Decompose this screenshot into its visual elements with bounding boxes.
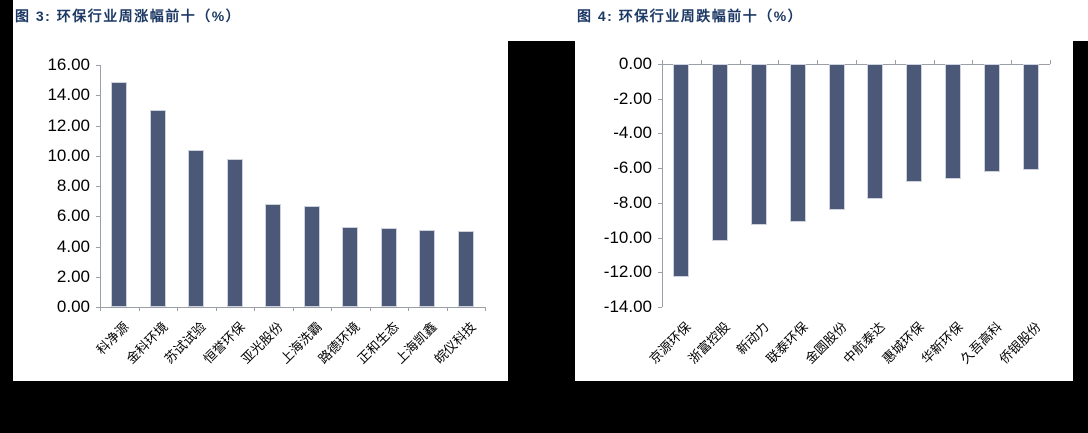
y-tick xyxy=(658,99,662,100)
category-tick xyxy=(331,307,332,311)
bar xyxy=(673,64,689,277)
y-tick xyxy=(96,186,100,187)
figure-3-title: 图 3: 环保行业周涨幅前十（%） xyxy=(15,8,242,24)
bar xyxy=(1023,64,1039,170)
figure-4-title: 图 4: 环保行业周跌幅前十（%） xyxy=(577,8,804,24)
category-tick xyxy=(895,60,896,64)
category-tick xyxy=(370,307,371,311)
bar xyxy=(111,82,127,307)
bar xyxy=(419,230,435,307)
y-tick xyxy=(96,216,100,217)
category-tick xyxy=(701,60,702,64)
y-tick-label: 14.00 xyxy=(47,85,90,104)
bar xyxy=(150,110,166,307)
y-tick-label: -10.00 xyxy=(603,228,652,247)
y-tick-label: 4.00 xyxy=(56,237,90,256)
y-tick xyxy=(96,65,100,66)
bar xyxy=(227,159,243,307)
category-tick xyxy=(254,307,255,311)
category-tick xyxy=(447,307,448,311)
category-tick xyxy=(177,307,178,311)
y-tick xyxy=(96,277,100,278)
y-tick xyxy=(658,307,662,308)
x-axis-line xyxy=(100,307,485,308)
y-tick xyxy=(96,307,100,308)
category-tick xyxy=(100,307,101,311)
category-tick xyxy=(934,60,935,64)
y-tick-label: -12.00 xyxy=(603,262,652,281)
y-tick-label: -14.00 xyxy=(603,297,652,316)
bar xyxy=(790,64,806,222)
x-axis-line xyxy=(662,64,1050,65)
y-tick-label: 0.00 xyxy=(56,297,90,316)
category-tick xyxy=(740,60,741,64)
y-tick xyxy=(658,133,662,134)
category-tick xyxy=(856,60,857,64)
y-tick xyxy=(96,156,100,157)
y-tick-label: -8.00 xyxy=(613,193,652,212)
bar xyxy=(342,227,358,307)
figure-3-chart-panel: 16.00 14.00 12.00 10.00 8.00 6.00 4.00 2.00 0.00… xyxy=(13,41,508,381)
category-tick xyxy=(1011,60,1012,64)
y-tick xyxy=(96,95,100,96)
y-tick-label: 8.00 xyxy=(56,176,90,195)
y-axis-line xyxy=(662,64,663,307)
category-tick xyxy=(1050,60,1051,64)
y-tick-label: -2.00 xyxy=(613,89,652,108)
bar xyxy=(751,64,767,225)
category-tick xyxy=(778,60,779,64)
bar xyxy=(265,204,281,307)
y-tick xyxy=(96,247,100,248)
y-tick xyxy=(658,272,662,273)
bar xyxy=(381,228,397,307)
category-tick xyxy=(817,60,818,64)
bar xyxy=(906,64,922,182)
title-strip xyxy=(13,0,1088,41)
y-axis-line xyxy=(100,65,101,307)
bar xyxy=(188,150,204,307)
y-tick-label: 10.00 xyxy=(47,146,90,165)
category-tick xyxy=(216,307,217,311)
y-tick-label: 6.00 xyxy=(56,206,90,225)
y-tick-label: 16.00 xyxy=(47,55,90,74)
bar xyxy=(458,231,474,307)
y-tick xyxy=(658,238,662,239)
y-tick xyxy=(658,203,662,204)
bar xyxy=(829,64,845,210)
y-tick-label: -6.00 xyxy=(613,158,652,177)
figure-4-chart-panel: 0.00 -2.00 -4.00 -6.00 -8.00 -10.00 -12.00 -14.… xyxy=(575,41,1073,381)
bar xyxy=(304,206,320,307)
category-tick xyxy=(139,307,140,311)
bar xyxy=(867,64,883,199)
bar xyxy=(712,64,728,241)
bar xyxy=(945,64,961,179)
category-tick xyxy=(662,60,663,64)
category-tick xyxy=(293,307,294,311)
category-tick xyxy=(408,307,409,311)
y-tick-label: 2.00 xyxy=(56,267,90,286)
y-tick xyxy=(96,126,100,127)
y-tick-label: 12.00 xyxy=(47,116,90,135)
bar xyxy=(984,64,1000,172)
y-tick xyxy=(658,168,662,169)
y-tick xyxy=(658,64,662,65)
category-tick xyxy=(485,307,486,311)
category-tick xyxy=(972,60,973,64)
y-tick-label: -4.00 xyxy=(613,123,652,142)
y-tick-label: 0.00 xyxy=(618,54,652,73)
